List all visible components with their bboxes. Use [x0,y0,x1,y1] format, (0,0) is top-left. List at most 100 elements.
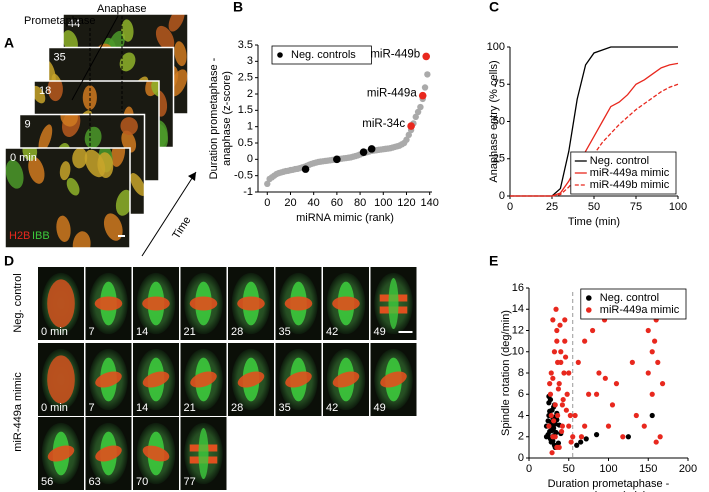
frame-time: 21 [184,402,196,414]
legend-label: miR-449b mimic [590,179,670,191]
point [418,91,427,100]
time-arrow [141,171,197,257]
point [649,349,655,355]
point [264,180,271,188]
point [551,418,557,424]
panel-label: C [489,0,499,15]
legend-swatch [277,52,283,58]
point [620,434,626,440]
nucleus [34,85,46,104]
legend-label: miR-449a mimic [590,167,670,179]
point [568,439,574,445]
point [586,391,592,397]
legend-swatch [586,295,592,301]
nucleus [66,177,80,196]
y-tick-label: 0 [518,452,524,464]
chart: 0 25 50 75 100 0 25 50 75 100 Time (min) Anaphase e… [487,41,688,228]
frame-time: 0 min [41,326,68,338]
point [559,423,565,429]
point [549,450,555,456]
legend-label: Neg. control [590,155,649,167]
nucleus [84,126,102,149]
point [570,434,576,440]
point [575,359,581,365]
frame-time: 9 [25,118,31,130]
point [567,412,573,419]
frame-time: 7 [89,402,95,414]
point [417,103,424,111]
point [566,423,572,429]
x-tick-label: 0 [526,463,532,475]
point [557,322,563,328]
y-axis-label: Spindle rotation (deg/min) [500,310,512,436]
y-tick-label: -1 [243,186,253,198]
point [563,407,569,413]
nucleus [121,130,137,153]
chromatin [284,296,313,311]
point [659,381,666,387]
channel-label: H2B [9,230,30,242]
frame-time: 49 [374,402,386,414]
image-frame [5,148,130,248]
point [645,327,651,334]
point [556,381,562,387]
frame-time: 70 [136,476,148,488]
point [424,71,431,78]
point [555,412,561,419]
chromatin [380,371,407,388]
frame-time: 44 [68,18,80,30]
y-tick-label: 0.5 [238,137,253,149]
point [602,375,608,381]
y-tick-label: 2.5 [238,72,253,84]
nucleus [119,52,136,72]
frame-time: 63 [89,476,101,488]
x-tick-label: 50 [588,201,600,213]
chromatin [332,296,360,311]
legend-box [271,45,372,65]
chromatin [285,371,312,388]
frame-time: 35 [279,402,291,414]
nucleus [47,81,63,102]
channel-label: IBB [32,230,50,242]
frame-time: 0 min [10,152,37,164]
point [555,359,561,365]
point [548,412,554,419]
point [547,408,553,414]
nucleus [103,213,123,241]
nucleus [72,231,91,248]
point [564,391,570,397]
annotation: Prometaphase [24,15,96,27]
legend-label: Neg. controls [291,49,356,61]
nucleus [130,173,145,196]
y-tick-label: 12 [512,324,524,336]
chromatin [47,445,75,462]
point [550,438,556,444]
nucleus [47,355,75,404]
y-tick-label: 10 [512,346,524,358]
y-tick-label: 8 [518,367,524,379]
point [572,412,578,419]
annotation: Anaphase [97,3,147,15]
panel-label: E [489,253,498,269]
y-axis-label: Anaphase entry (% cells) [488,60,500,182]
nucleus [22,148,38,161]
point-label: miR-34c [362,118,405,130]
point [653,439,659,445]
legend-box [570,151,677,195]
point-label: miR-449a [367,88,417,100]
point [407,122,415,130]
point [555,386,562,392]
y-tick-label: -0.5 [234,170,253,182]
point [554,444,560,450]
point [414,108,422,116]
x-tick-label: 75 [630,201,642,213]
nucleus [115,189,130,216]
point [554,338,560,344]
nucleus [121,19,134,42]
x-axis-label: Duration prometaphase - [548,478,670,490]
point [301,165,310,173]
frame-time: 0 min [41,402,68,414]
point [546,423,552,429]
y-tick-label: 1.5 [238,104,253,116]
